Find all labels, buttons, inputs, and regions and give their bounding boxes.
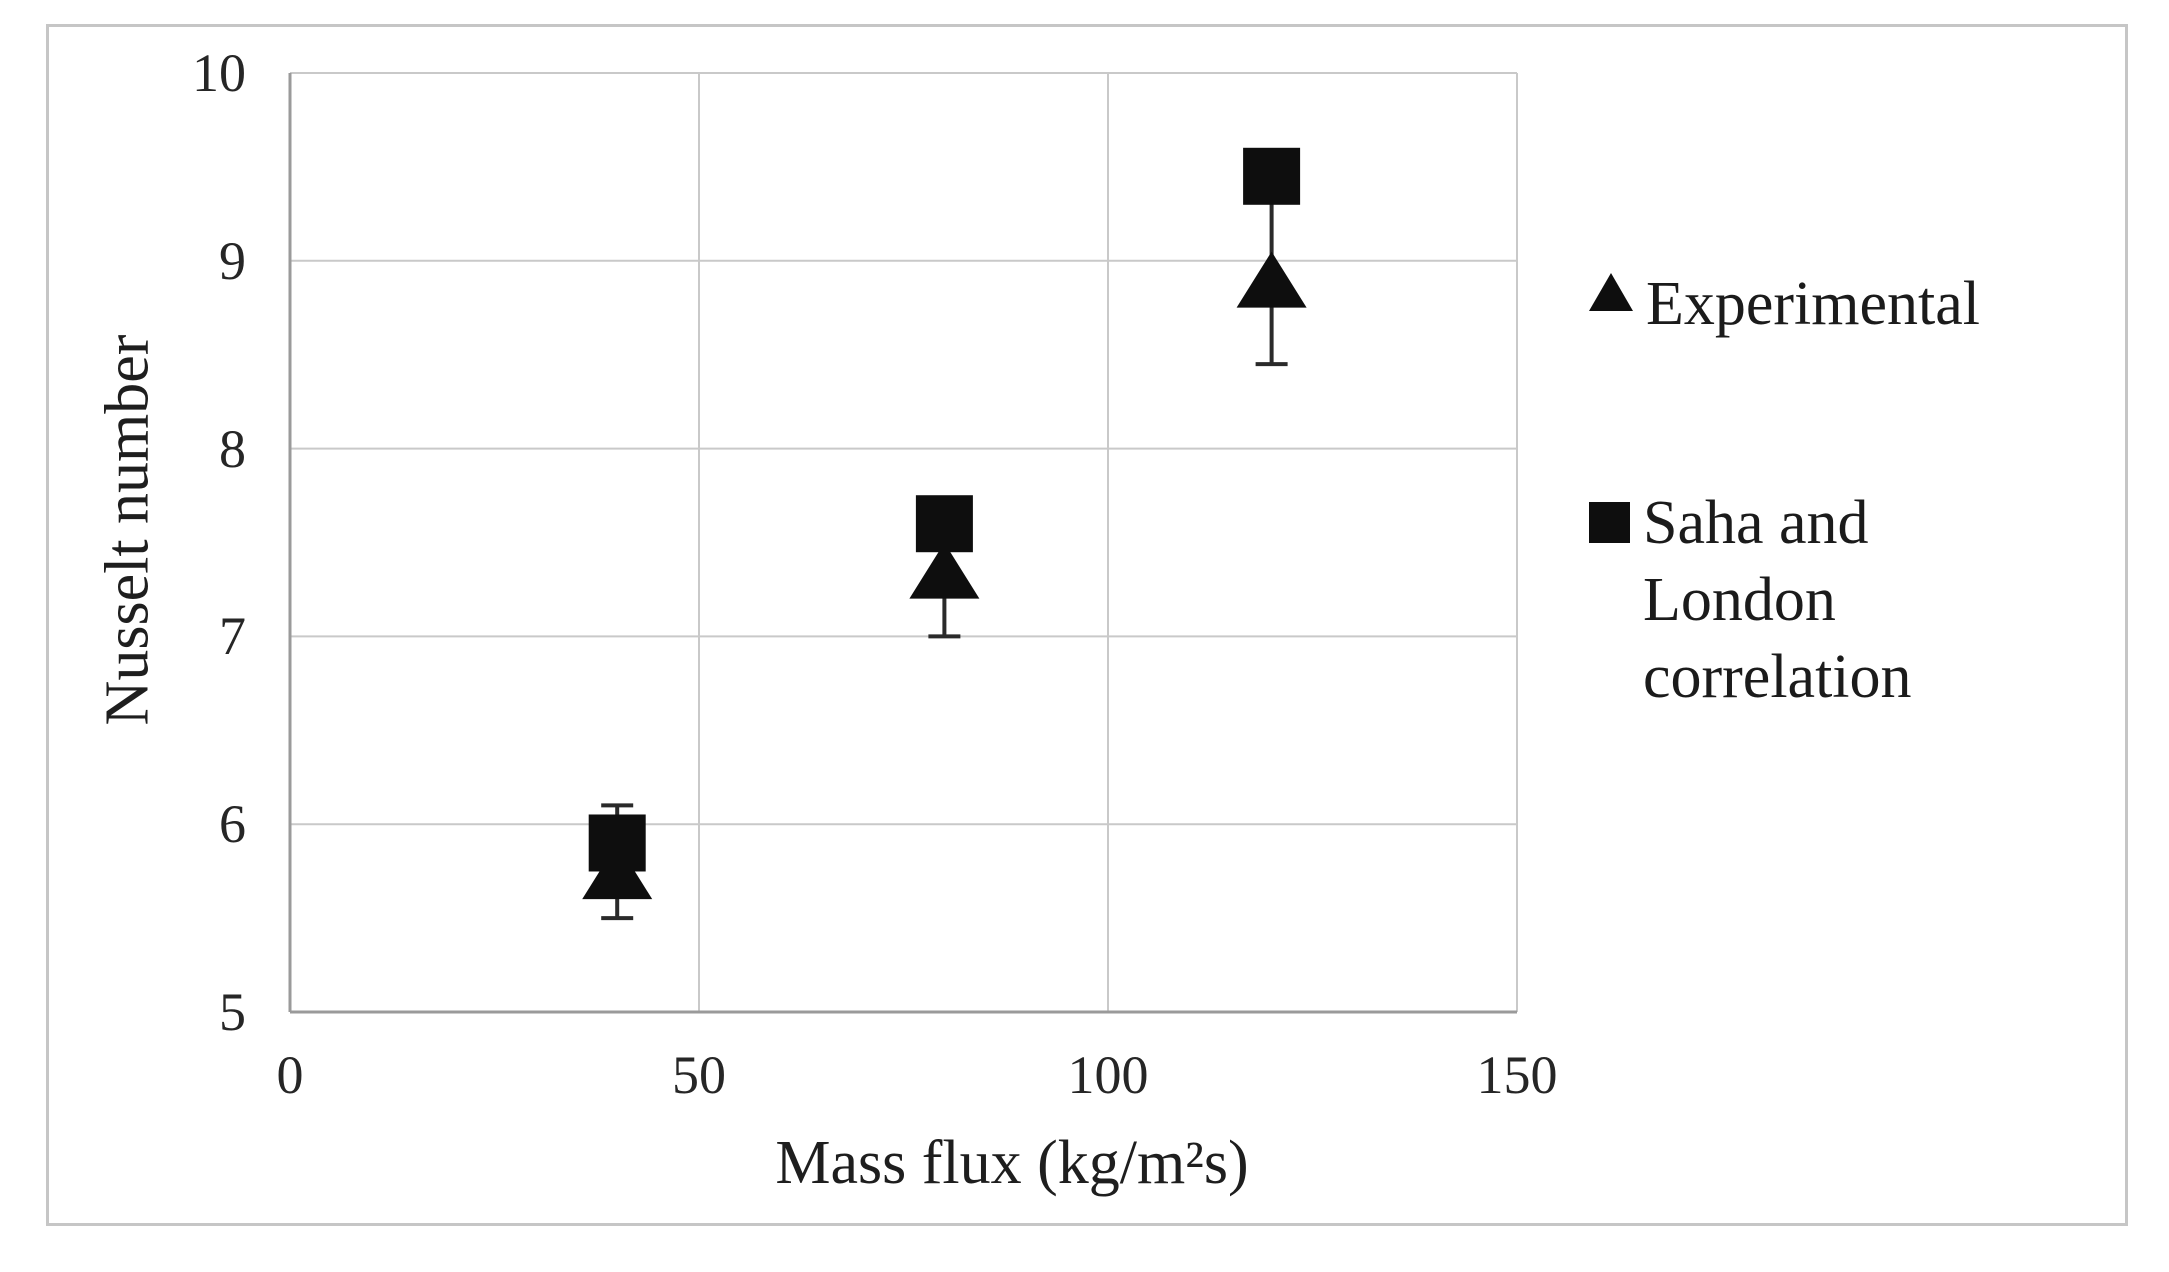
y-tick-label: 10 bbox=[192, 43, 246, 103]
data-point-square bbox=[1243, 147, 1301, 205]
y-tick-label: 8 bbox=[219, 418, 246, 479]
x-tick-label: 0 bbox=[276, 1045, 304, 1105]
legend: Experimental Saha and London correlation bbox=[1588, 266, 2058, 716]
y-tick-label: 6 bbox=[219, 794, 246, 855]
y-tick-label: 5 bbox=[219, 982, 246, 1042]
legend-label-experimental: Experimental bbox=[1646, 270, 1980, 338]
legend-item-experimental: Experimental bbox=[1588, 266, 2058, 343]
data-point-square bbox=[915, 495, 973, 553]
figure-border bbox=[46, 24, 2128, 1226]
x-tick-label: 100 bbox=[1067, 1045, 1149, 1105]
y-tick-label: 9 bbox=[219, 230, 246, 291]
square-marker-icon bbox=[1589, 501, 1630, 543]
data-point-square bbox=[588, 814, 646, 872]
triangle-marker-icon bbox=[1589, 273, 1633, 311]
legend-item-saha-london: Saha and London correlation bbox=[1588, 485, 2058, 716]
y-axis-title: Nusselt number bbox=[93, 334, 162, 726]
x-axis-title: Mass flux (kg/m²s) bbox=[775, 1129, 1249, 1197]
legend-label-saha-london: Saha and London correlation bbox=[1643, 488, 1912, 711]
y-tick-label: 7 bbox=[219, 606, 246, 667]
x-tick-label: 150 bbox=[1476, 1045, 1558, 1105]
x-tick-label: 50 bbox=[672, 1045, 726, 1105]
data-point-triangle bbox=[909, 542, 980, 599]
data-point-triangle bbox=[1236, 251, 1307, 308]
